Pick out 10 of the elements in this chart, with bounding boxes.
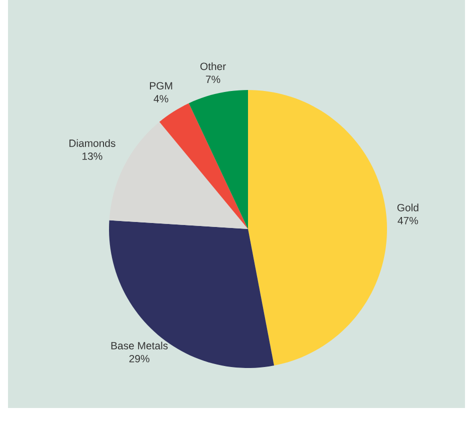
data-label: 47% <box>398 216 418 224</box>
data-label: 4% <box>154 95 168 102</box>
data-label: 13% <box>82 152 102 160</box>
data-label: 7% <box>206 76 220 84</box>
slice-label: Base Metals <box>111 342 168 350</box>
slice-label: Diamonds <box>69 139 116 147</box>
data-label: 29% <box>129 354 150 362</box>
slice-label: Gold <box>397 204 418 212</box>
slice-label: Other <box>200 62 226 70</box>
slice-label: PGM <box>150 82 172 90</box>
